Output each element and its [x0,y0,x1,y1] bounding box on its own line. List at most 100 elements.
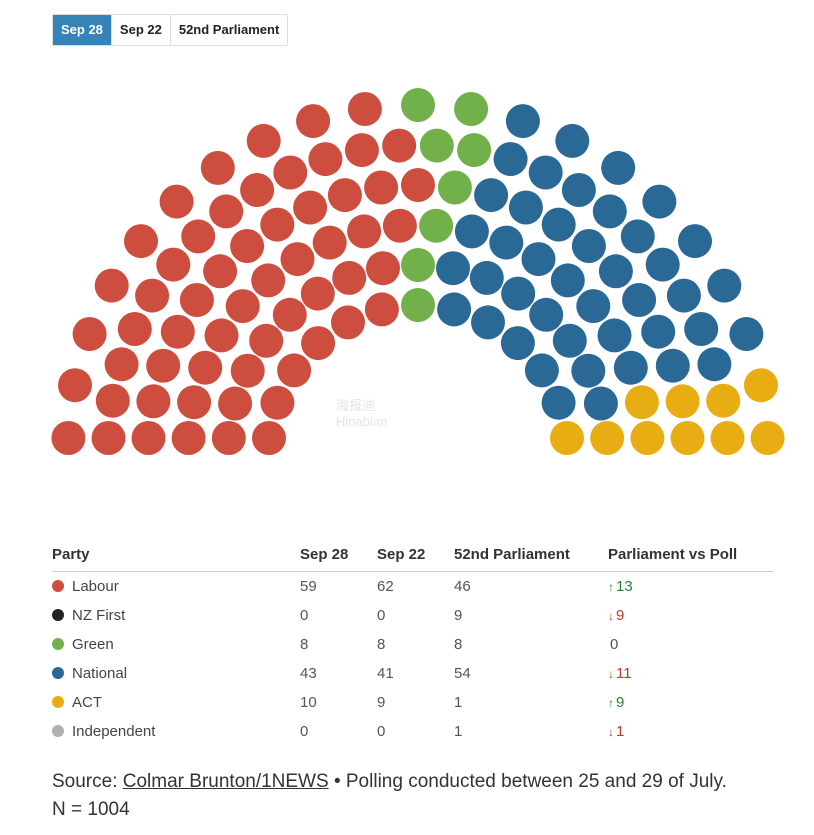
seat-labour [246,123,281,158]
seat-labour [72,317,107,351]
source-note: Source: Colmar Brunton/1NEWS • Polling c… [52,768,792,824]
seat-national [645,247,680,282]
seat-national [524,353,559,388]
sep-22-value: 62 [377,578,394,595]
seat-national [555,123,590,158]
seat-labour [312,225,347,260]
seat-national [707,268,742,303]
change-value: 1 [616,723,625,740]
seat-labour [156,247,191,282]
parliament-value: 8 [454,636,463,653]
seat-national [505,104,540,139]
header-party: Party [52,541,300,572]
table-row: Green 8 8 8 0 [52,630,773,659]
change-cell: ↑ 13 [608,572,773,602]
seat-green [457,133,492,168]
header-sep-22: Sep 22 [377,541,454,572]
seat-national [613,350,648,385]
seat-national [550,263,585,298]
sep-22-value: 41 [377,665,394,682]
seat-green [419,208,454,243]
seat-labour [91,421,126,455]
change-value: 13 [616,578,633,595]
party-color-dot [52,580,64,592]
seat-national [489,225,524,260]
seat-labour [364,170,399,205]
change-value: 9 [616,607,625,624]
seat-labour [251,263,286,298]
seat-labour [211,421,246,455]
seat-labour [230,229,265,263]
sep-28-value: 0 [300,723,309,740]
seat-act [744,368,778,403]
seat-labour [218,386,253,421]
tab-52nd-parliament[interactable]: 52nd Parliament [178,22,280,37]
seat-national [508,190,543,225]
tab-sep-22[interactable]: Sep 22 [112,15,171,45]
seat-labour [131,421,166,455]
seat-labour [124,224,158,259]
header-52nd-parliament: 52nd Parliament [454,541,608,572]
seat-labour [252,421,286,455]
seat-labour [104,347,139,382]
seat-labour [280,242,315,277]
seat-national [642,184,677,219]
seat-labour [200,150,235,185]
party-color-dot [52,609,64,621]
sep-22-value: 0 [377,607,386,624]
seat-labour [179,283,214,317]
seat-act [630,421,665,455]
seat-national [601,150,636,185]
sep-28-value: 59 [300,578,317,595]
seat-act [665,384,700,419]
seat-national [697,347,732,382]
seat-green [401,88,435,122]
seat-national [641,314,676,349]
table-row: Independent 0 0 1 ↓ 1 [52,717,773,746]
seat-labour [344,133,379,168]
seat-national [622,283,657,317]
seat-labour [95,383,130,418]
change-value: 11 [616,665,632,682]
source-suffix: • Polling conducted between 25 and 29 of… [328,771,727,792]
watermark-text-cn: 海报迪 [336,398,376,413]
parliament-value: 46 [454,578,471,595]
party-name: Independent [72,723,156,740]
sep-28-value: 43 [300,665,317,682]
table-row: ACT 10 9 1 ↑ 9 [52,688,773,717]
change-value: 0 [610,636,619,653]
seat-national [528,155,563,190]
seat-labour [272,297,307,332]
seat-national [571,229,606,263]
table-header-row: Party Sep 28 Sep 22 52nd Parliament Parl… [52,541,773,572]
watermark-logo: 海报迪 Hinabian [336,398,387,430]
seat-labour [159,184,194,219]
sep-28-value: 0 [300,607,309,624]
party-name: NZ First [72,607,126,624]
source-link[interactable]: Colmar Brunton/1NEWS [122,771,329,792]
seat-national [552,323,587,358]
header-parliament-vs-poll: Parliament vs Poll [608,541,773,572]
seat-labour [249,323,284,358]
seat-labour [308,142,343,177]
seat-national [678,224,712,259]
sep-22-value: 0 [377,723,386,740]
seat-labour [296,104,331,139]
seat-labour [300,276,335,311]
seat-national [471,305,505,340]
seat-act [706,383,741,418]
seat-labour [117,312,152,346]
seat-green [437,170,472,205]
seat-national [684,312,719,346]
seat-national [521,242,556,277]
seat-green [419,128,454,163]
change-cell: 0 [608,630,773,659]
seat-labour [301,326,336,361]
seat-labour [260,207,295,242]
seat-labour [230,353,265,388]
table-row: National 43 41 54 ↓ 11 [52,659,773,688]
seat-green [401,248,435,282]
seat-labour [331,305,365,340]
parliament-value: 9 [454,607,463,624]
tab-sep-28[interactable]: Sep 28 [53,15,112,45]
